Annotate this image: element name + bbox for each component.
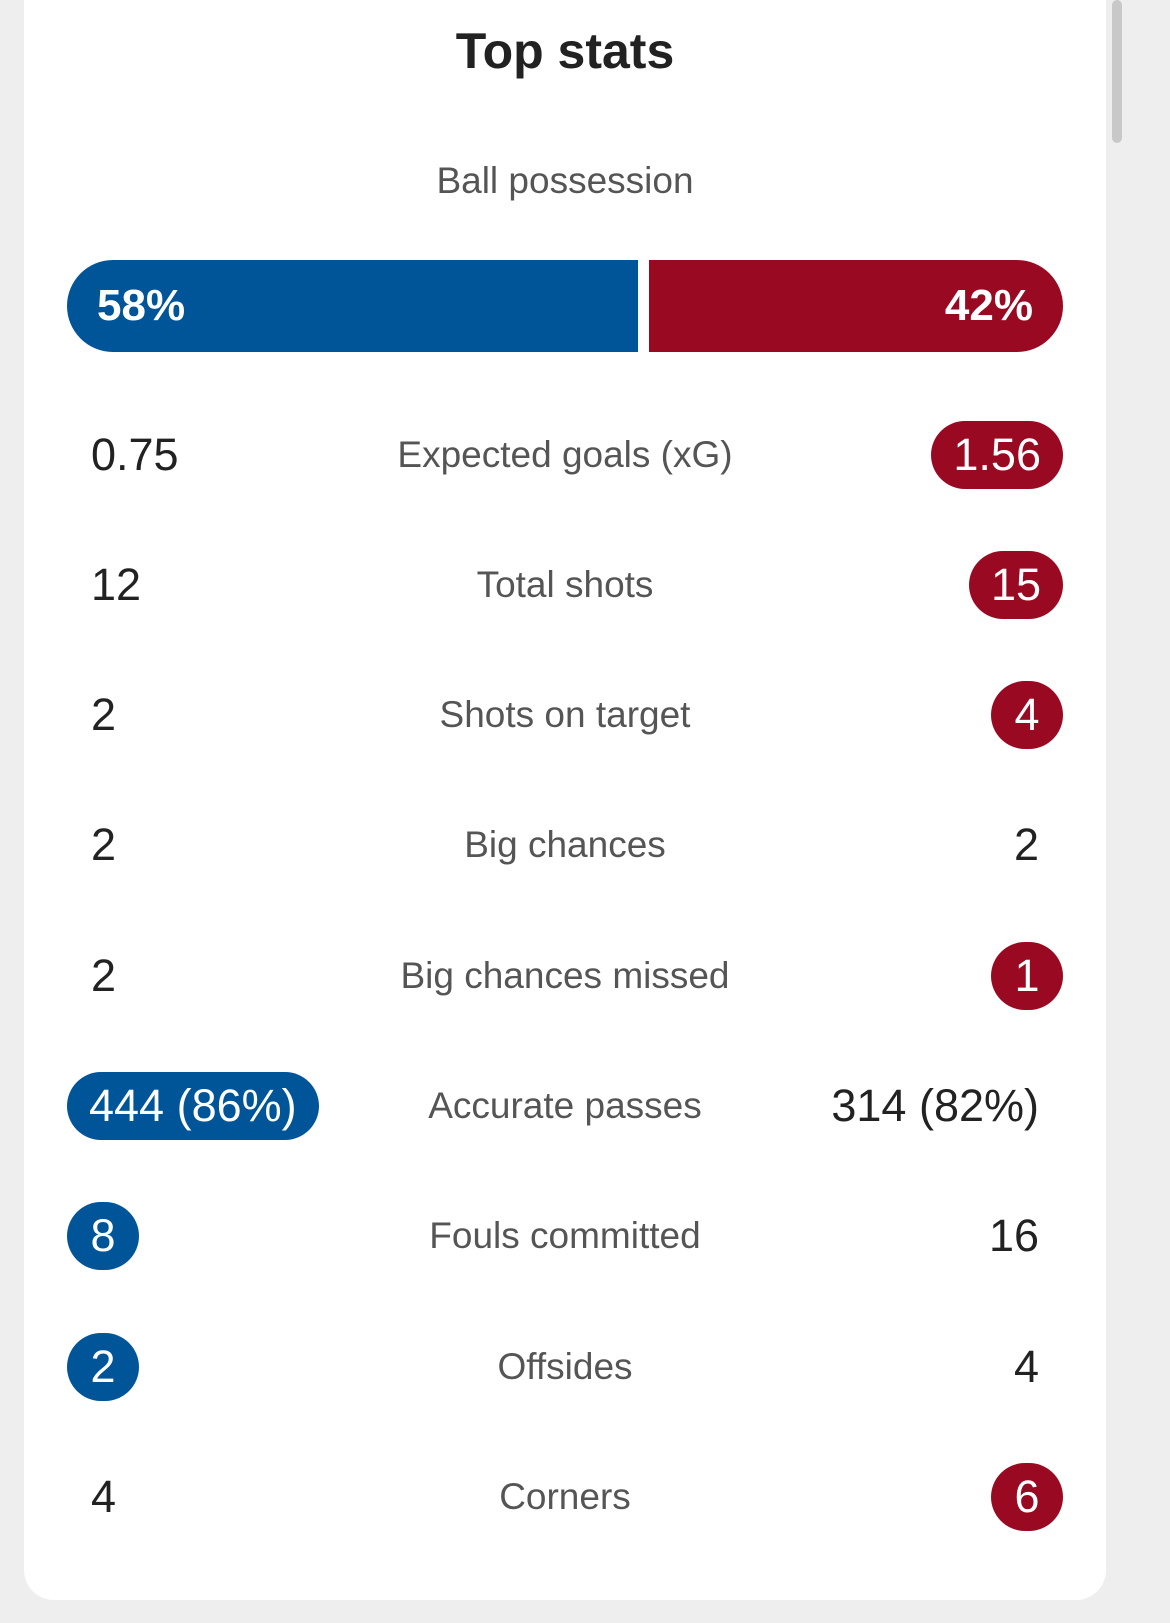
stat-label: Fouls committed [429, 1215, 701, 1256]
stat-home-value: 2 [91, 950, 117, 1001]
stat-label: Accurate passes [428, 1085, 702, 1126]
stat-home-value: 8 [67, 1202, 139, 1270]
stat-label: Expected goals (xG) [397, 434, 733, 475]
stat-label: Big chances missed [400, 955, 730, 996]
stat-label: Big chances [464, 824, 666, 865]
stat-away-value: 4 [991, 681, 1063, 749]
stat-away-value: 2 [1013, 819, 1039, 870]
stat-home-value: 2 [91, 819, 117, 870]
possession-bar-away: 42% [649, 260, 1063, 352]
stat-label: Total shots [476, 564, 654, 605]
possession-away-value: 42% [944, 281, 1033, 330]
scrollbar[interactable] [1112, 0, 1122, 143]
stat-home-value: 4 [91, 1471, 117, 1522]
possession-label: Ball possession [436, 160, 694, 201]
section-title: Top stats [455, 23, 675, 79]
stat-away-value: 1.56 [931, 421, 1063, 489]
stat-row-accurate-passes: Accurate passes 444 (86%) 314 (82%) [67, 1068, 1063, 1144]
stat-away-value: 16 [988, 1210, 1039, 1261]
stat-row-shots-on-target: Shots on target 2 4 [67, 677, 1063, 753]
stat-away-value: 15 [968, 551, 1063, 619]
stat-away-value: 6 [991, 1463, 1063, 1531]
top-stats-card: Top stats Ball possession 58% 42% Expect… [24, 0, 1106, 1600]
stat-away-value: 4 [1013, 1341, 1039, 1392]
stat-row-fouls-committed: Fouls committed 8 16 [67, 1198, 1063, 1274]
stat-row-offsides: Offsides 2 4 [67, 1329, 1063, 1405]
stat-row-big-chances: Big chances 2 2 [67, 807, 1063, 883]
stat-row-corners: Corners 4 6 [67, 1459, 1063, 1535]
stat-away-value: 1 [991, 942, 1063, 1010]
stat-home-value: 12 [91, 559, 142, 610]
stat-away-value: 314 (82%) [831, 1080, 1039, 1131]
stat-row-total-shots: Total shots 12 15 [67, 547, 1063, 623]
stat-label: Offsides [497, 1346, 633, 1387]
stat-label: Shots on target [439, 694, 691, 735]
stat-home-value: 2 [67, 1333, 139, 1401]
stat-home-value: 444 (86%) [67, 1072, 319, 1140]
possession-bar-home: 58% [67, 260, 638, 352]
stat-label: Corners [499, 1476, 631, 1517]
stat-home-value: 0.75 [91, 429, 179, 480]
stat-home-value: 2 [91, 689, 117, 740]
stat-row-expected-goals: Expected goals (xG) 0.75 1.56 [67, 417, 1063, 493]
stat-row-big-chances-missed: Big chances missed 2 1 [67, 938, 1063, 1014]
possession-home-value: 58% [97, 281, 186, 330]
